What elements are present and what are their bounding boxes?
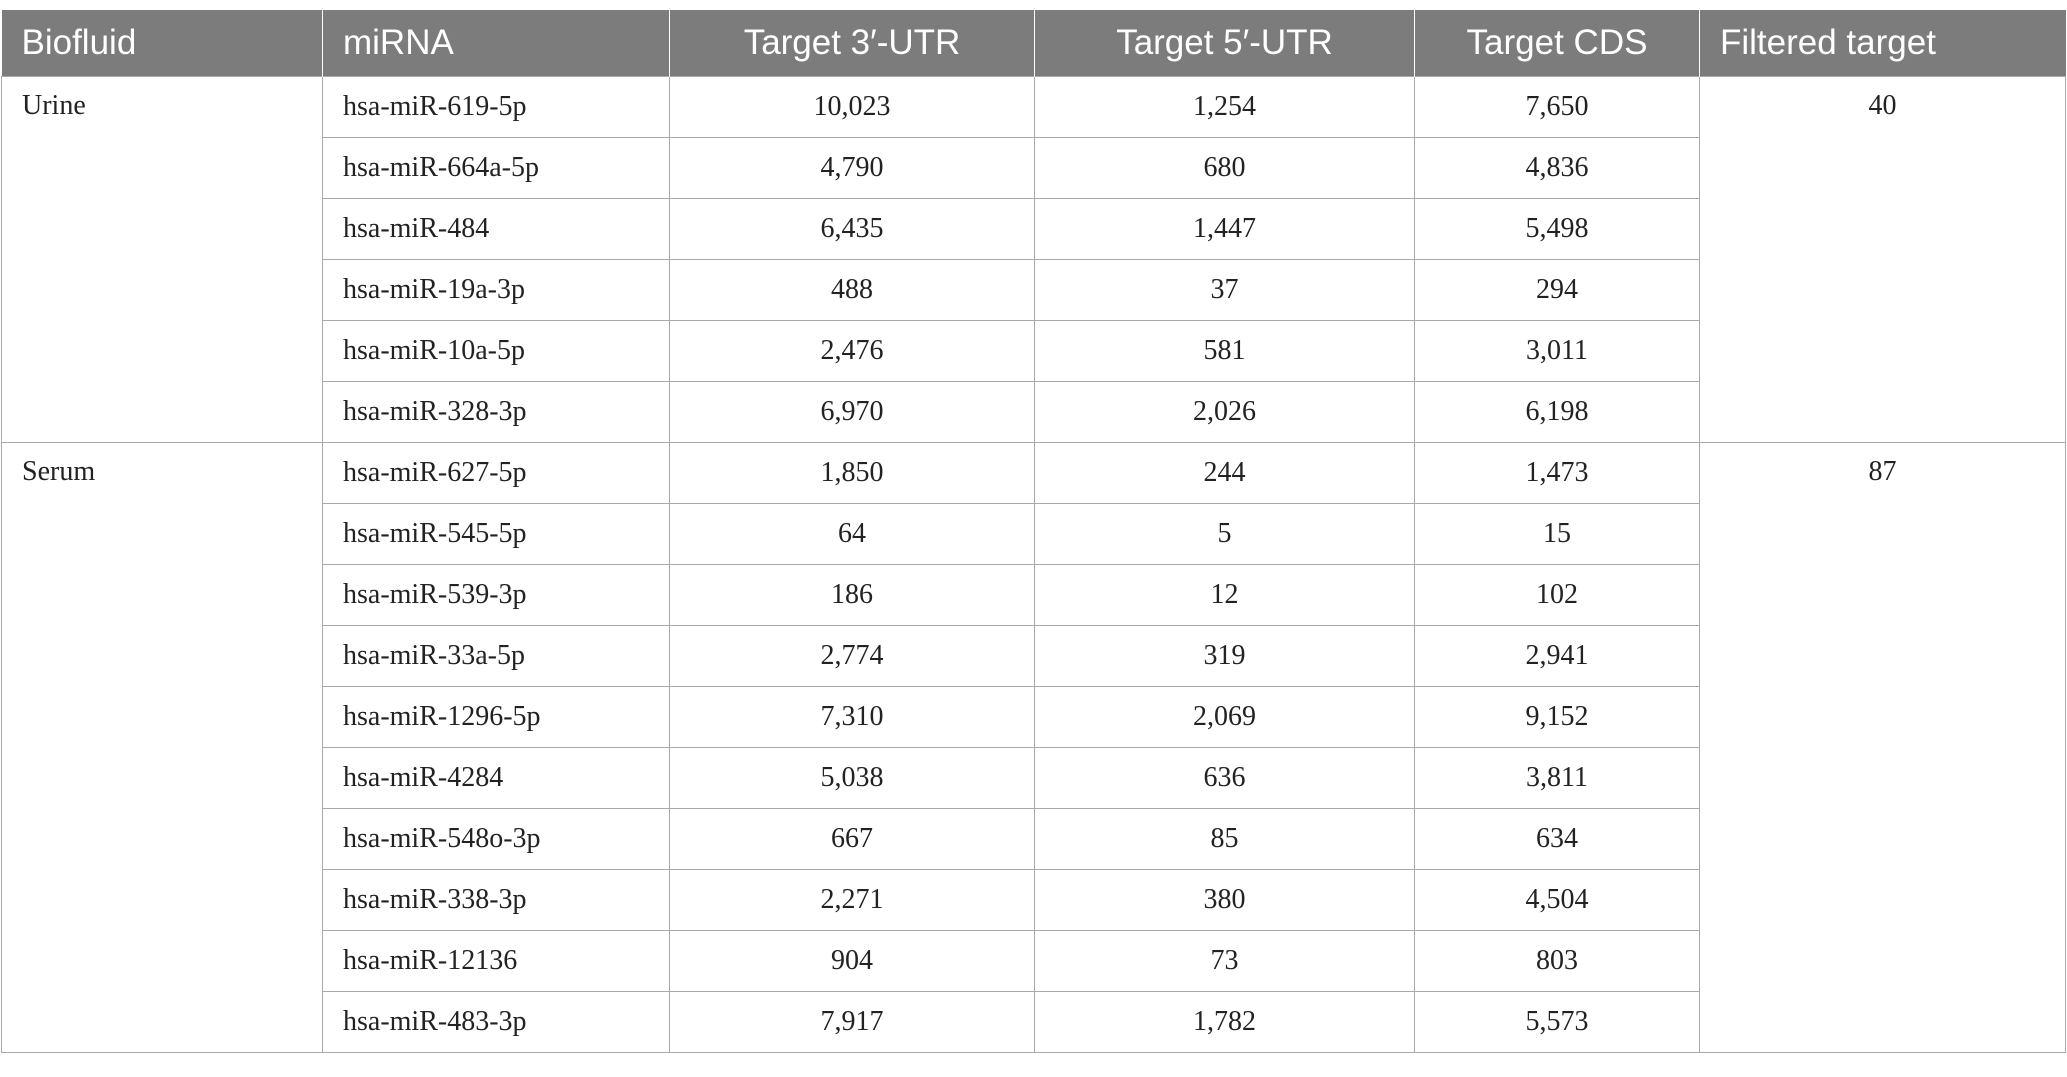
target-3utr-cell: 6,970	[669, 381, 1035, 443]
mirna-cell: hsa-miR-664a-5p	[322, 137, 670, 199]
target-5utr-cell: 37	[1034, 259, 1415, 321]
mirna-target-table: Biofluid miRNA Target 3′-UTR Target 5′-U…	[1, 10, 2066, 1053]
target-3utr-cell: 904	[669, 930, 1035, 992]
target-cds-cell: 15	[1414, 503, 1700, 565]
table-row: hsa-miR-548o-3p 667 85 634	[2, 808, 2066, 870]
target-3utr-cell: 2,271	[669, 869, 1035, 931]
mirna-cell: hsa-miR-545-5p	[322, 503, 670, 565]
table-row: hsa-miR-1296-5p 7,310 2,069 9,152	[2, 686, 2066, 748]
target-5utr-cell: 85	[1034, 808, 1415, 870]
target-5utr-cell: 1,447	[1034, 198, 1415, 260]
target-5utr-cell: 581	[1034, 320, 1415, 382]
mirna-cell: hsa-miR-619-5p	[322, 76, 670, 138]
target-cds-cell: 5,573	[1414, 991, 1700, 1053]
target-3utr-cell: 2,476	[669, 320, 1035, 382]
mirna-cell: hsa-miR-627-5p	[322, 442, 670, 504]
mirna-cell: hsa-miR-328-3p	[322, 381, 670, 443]
mirna-cell: hsa-miR-19a-3p	[322, 259, 670, 321]
table-row: hsa-miR-4284 5,038 636 3,811	[2, 747, 2066, 809]
target-cds-cell: 1,473	[1414, 442, 1700, 504]
target-3utr-cell: 6,435	[669, 198, 1035, 260]
target-cds-cell: 5,498	[1414, 198, 1700, 260]
table-header: Biofluid miRNA Target 3′-UTR Target 5′-U…	[1, 10, 2066, 77]
target-cds-cell: 294	[1414, 259, 1700, 321]
mirna-cell: hsa-miR-338-3p	[322, 869, 670, 931]
header-mirna: miRNA	[322, 10, 670, 77]
table-row: hsa-miR-483-3p 7,917 1,782 5,573	[2, 991, 2066, 1053]
filtered-target-cell: 40	[1699, 76, 2066, 443]
mirna-cell: hsa-miR-4284	[322, 747, 670, 809]
header-target-3utr: Target 3′-UTR	[669, 10, 1035, 77]
target-5utr-cell: 1,782	[1034, 991, 1415, 1053]
target-3utr-cell: 7,917	[669, 991, 1035, 1053]
target-cds-cell: 6,198	[1414, 381, 1700, 443]
target-cds-cell: 3,011	[1414, 320, 1700, 382]
target-5utr-cell: 680	[1034, 137, 1415, 199]
table-row: hsa-miR-10a-5p 2,476 581 3,011	[2, 320, 2066, 382]
target-cds-cell: 3,811	[1414, 747, 1700, 809]
target-5utr-cell: 244	[1034, 442, 1415, 504]
target-3utr-cell: 10,023	[669, 76, 1035, 138]
target-5utr-cell: 1,254	[1034, 76, 1415, 138]
target-cds-cell: 4,836	[1414, 137, 1700, 199]
target-5utr-cell: 73	[1034, 930, 1415, 992]
target-cds-cell: 2,941	[1414, 625, 1700, 687]
mirna-cell: hsa-miR-548o-3p	[322, 808, 670, 870]
table-row: Urine hsa-miR-619-5p 10,023 1,254 7,650 40	[1, 76, 2066, 443]
target-cds-cell: 803	[1414, 930, 1700, 992]
header-filtered-target: Filtered target	[1699, 10, 2066, 77]
target-cds-cell: 4,504	[1414, 869, 1700, 931]
target-5utr-cell: 636	[1034, 747, 1415, 809]
target-5utr-cell: 12	[1034, 564, 1415, 626]
target-3utr-cell: 186	[669, 564, 1035, 626]
target-3utr-cell: 1,850	[669, 442, 1035, 504]
target-cds-cell: 634	[1414, 808, 1700, 870]
mirna-cell: hsa-miR-539-3p	[322, 564, 670, 626]
mirna-cell: hsa-miR-483-3p	[322, 991, 670, 1053]
biofluid-cell: Urine	[1, 76, 323, 443]
table-row: Serum hsa-miR-627-5p 1,850 244 1,473 87	[1, 442, 2066, 1053]
target-cds-cell: 102	[1414, 564, 1700, 626]
filtered-target-cell: 87	[1699, 442, 2066, 1053]
header-row: Biofluid miRNA Target 3′-UTR Target 5′-U…	[1, 10, 2066, 77]
table-row: hsa-miR-328-3p 6,970 2,026 6,198	[2, 381, 2066, 443]
target-3utr-cell: 64	[669, 503, 1035, 565]
header-biofluid: Biofluid	[1, 10, 323, 77]
target-5utr-cell: 2,069	[1034, 686, 1415, 748]
target-5utr-cell: 319	[1034, 625, 1415, 687]
table-row: hsa-miR-19a-3p 488 37 294	[2, 259, 2066, 321]
target-5utr-cell: 5	[1034, 503, 1415, 565]
target-3utr-cell: 5,038	[669, 747, 1035, 809]
mirna-cell: hsa-miR-484	[322, 198, 670, 260]
target-5utr-cell: 2,026	[1034, 381, 1415, 443]
mirna-cell: hsa-miR-10a-5p	[322, 320, 670, 382]
header-target-5utr: Target 5′-UTR	[1034, 10, 1415, 77]
header-target-cds: Target CDS	[1414, 10, 1700, 77]
target-3utr-cell: 667	[669, 808, 1035, 870]
target-cds-cell: 9,152	[1414, 686, 1700, 748]
table-body: Urine hsa-miR-619-5p 10,023 1,254 7,650 40 hsa…	[1, 76, 2066, 1053]
mirna-cell: hsa-miR-12136	[322, 930, 670, 992]
target-cds-cell: 7,650	[1414, 76, 1700, 138]
biofluid-cell: Serum	[1, 442, 323, 1053]
table-row: hsa-miR-12136 904 73 803	[2, 930, 2066, 992]
mirna-cell: hsa-miR-1296-5p	[322, 686, 670, 748]
target-5utr-cell: 380	[1034, 869, 1415, 931]
mirna-cell: hsa-miR-33a-5p	[322, 625, 670, 687]
target-3utr-cell: 488	[669, 259, 1035, 321]
target-3utr-cell: 7,310	[669, 686, 1035, 748]
target-3utr-cell: 2,774	[669, 625, 1035, 687]
target-3utr-cell: 4,790	[669, 137, 1035, 199]
table-row: hsa-miR-545-5p 64 5 15	[2, 503, 2066, 565]
